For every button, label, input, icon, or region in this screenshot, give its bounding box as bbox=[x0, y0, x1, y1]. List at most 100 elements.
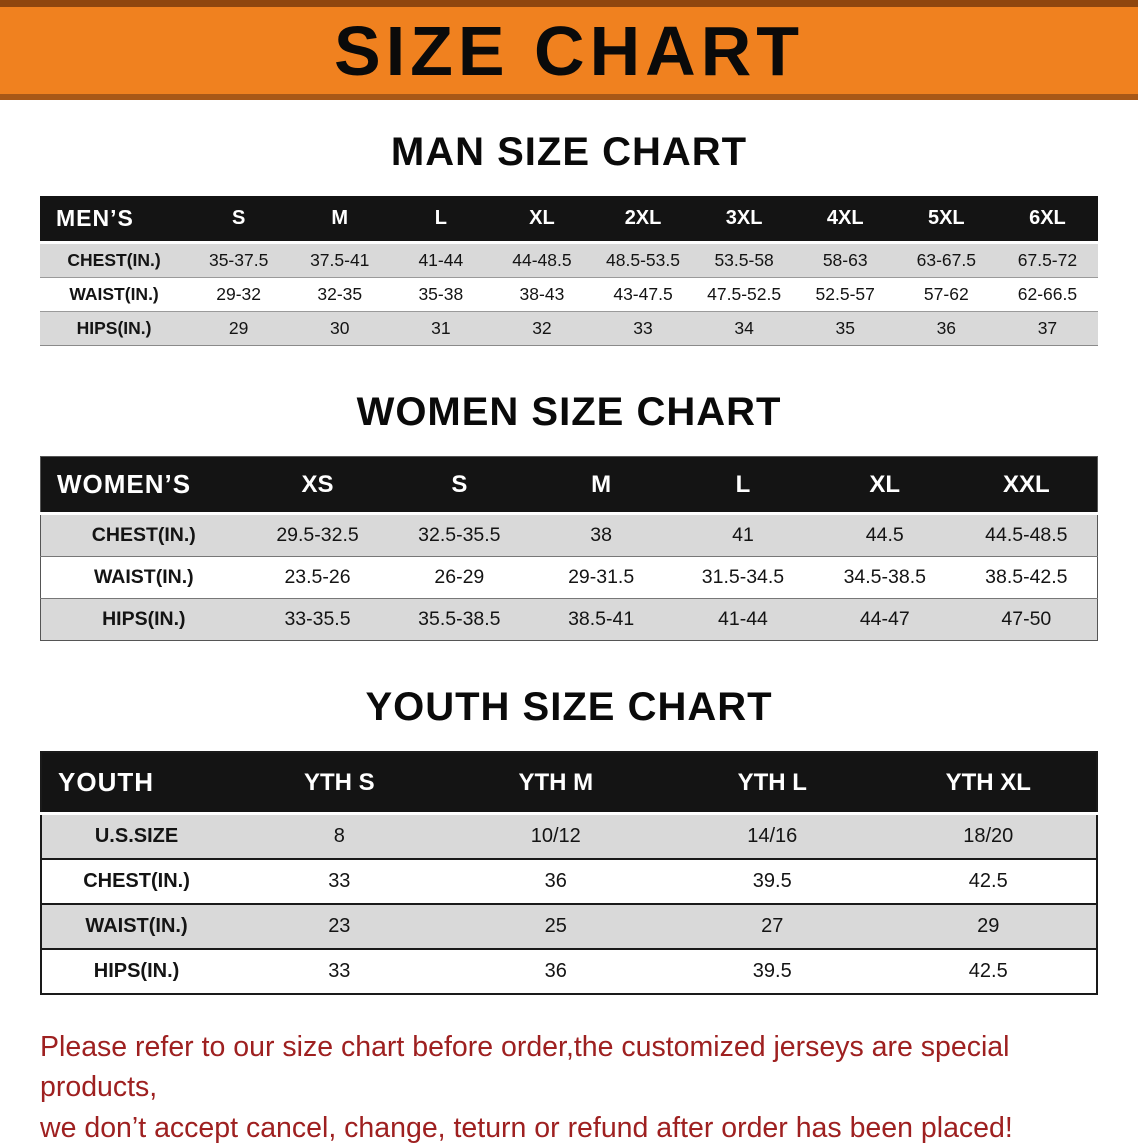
size-value-cell: 41-44 bbox=[718, 608, 768, 630]
measurement-row: CHEST(IN.) 29.5-32.5 32.5-35.5 38 41 44.5 44.5… bbox=[40, 513, 1098, 557]
page-title: SIZE CHART bbox=[334, 11, 804, 90]
youth-size-table: YOUTH YTH S YTH M YTH L YTH XL U.S.SIZE 8 10/12… bbox=[40, 751, 1098, 995]
size-value-cell: 23 bbox=[328, 915, 351, 937]
row-label: WAIST(IN.) bbox=[69, 284, 159, 304]
size-column-header: XXL bbox=[955, 456, 1098, 515]
table-title-cell: YOUTH bbox=[41, 752, 232, 815]
size-column-header: L bbox=[672, 456, 814, 515]
size-value-cell: 41 bbox=[732, 524, 754, 546]
size-value-cell: 29 bbox=[228, 318, 249, 338]
size-value-cell: 41-44 bbox=[418, 250, 464, 270]
measurement-row: CHEST(IN.) 33 36 39.5 42.5 bbox=[41, 859, 1097, 904]
notice-line-2: we don’t accept cancel, change, teturn o… bbox=[40, 1111, 1013, 1144]
size-value-cell: 37.5-41 bbox=[310, 250, 370, 270]
size-value-cell: 44-48.5 bbox=[512, 250, 572, 270]
size-value-cell: 27 bbox=[761, 915, 784, 937]
women-size-table: WOMEN’S XS S M L XL XXL CHEST(IN.) 29.5-32.5 32.5… bbox=[40, 456, 1098, 641]
size-value-cell: 32.5-35.5 bbox=[418, 524, 501, 546]
size-value-cell: 33 bbox=[633, 318, 653, 338]
measurement-row: HIPS(IN.) 29 30 31 32 33 34 35 36 37 bbox=[40, 311, 1098, 346]
size-value-cell: 39.5 bbox=[752, 960, 792, 982]
size-column-header: XL bbox=[491, 196, 593, 244]
women-section: WOMEN SIZE CHART WOMEN’S XS S M L XL XXL CHEST(… bbox=[0, 390, 1138, 641]
measurement-row: HIPS(IN.) 33 36 39.5 42.5 bbox=[41, 949, 1097, 994]
size-value-cell: 34.5-38.5 bbox=[843, 566, 926, 588]
size-value-cell: 30 bbox=[330, 318, 350, 338]
size-value-cell: 33-35.5 bbox=[284, 608, 351, 630]
row-label: CHEST(IN.) bbox=[67, 250, 161, 270]
youth-section-heading: YOUTH SIZE CHART bbox=[365, 685, 773, 729]
row-label: HIPS(IN.) bbox=[93, 960, 180, 982]
size-value-cell: 53.5-58 bbox=[714, 250, 774, 270]
size-value-cell: 43-47.5 bbox=[613, 284, 673, 304]
size-column-header: 4XL bbox=[794, 196, 896, 244]
size-column-header: 2XL bbox=[592, 196, 694, 244]
size-value-cell: 33 bbox=[328, 870, 351, 892]
header-row: MEN’S S M L XL 2XL 3XL 4XL 5XL 6XL bbox=[40, 196, 1098, 244]
size-value-cell: 38 bbox=[590, 524, 612, 546]
size-value-cell: 52.5-57 bbox=[815, 284, 875, 304]
size-value-cell: 57-62 bbox=[923, 284, 969, 304]
size-value-cell: 35-37.5 bbox=[208, 250, 269, 270]
measurement-row: WAIST(IN.) 23.5-26 26-29 29-31.5 31.5-34.5 34… bbox=[40, 556, 1098, 599]
size-value-cell: 44.5 bbox=[865, 524, 904, 546]
size-value-cell: 58-63 bbox=[822, 250, 868, 270]
row-label: WAIST(IN.) bbox=[85, 915, 188, 937]
size-value-cell: 39.5 bbox=[752, 870, 792, 892]
size-value-cell: 44-47 bbox=[859, 608, 910, 630]
row-label: HIPS(IN.) bbox=[102, 608, 186, 630]
size-value-cell: 36 bbox=[936, 318, 957, 338]
size-value-cell: 29-31.5 bbox=[568, 566, 635, 588]
size-value-cell: 32-35 bbox=[317, 284, 363, 304]
size-value-cell: 8 bbox=[333, 825, 345, 847]
size-value-cell: 33 bbox=[328, 960, 351, 982]
men-section: MAN SIZE CHART MEN’S S M L XL 2XL 3XL 4XL 5XL 6XL… bbox=[0, 130, 1138, 346]
row-label: U.S.SIZE bbox=[94, 825, 179, 847]
size-value-cell: 31 bbox=[431, 318, 451, 338]
size-value-cell: 35.5-38.5 bbox=[418, 608, 501, 630]
size-column-header: XL bbox=[813, 456, 956, 515]
size-value-cell: 42.5 bbox=[968, 870, 1008, 892]
size-column-header: S bbox=[188, 196, 290, 244]
size-value-cell: 34 bbox=[734, 318, 754, 338]
women-section-heading: WOMEN SIZE CHART bbox=[356, 390, 782, 434]
row-label: WAIST(IN.) bbox=[93, 566, 194, 588]
header-row: WOMEN’S XS S M L XL XXL bbox=[40, 456, 1098, 515]
order-notice: Please refer to our size chart before or… bbox=[40, 1027, 1098, 1148]
size-value-cell: 42.5 bbox=[968, 960, 1008, 982]
men-section-heading: MAN SIZE CHART bbox=[390, 130, 748, 174]
size-value-cell: 14/16 bbox=[747, 825, 798, 847]
size-column-header: 6XL bbox=[996, 196, 1098, 244]
size-value-cell: 38.5-41 bbox=[568, 608, 635, 630]
size-value-cell: 36 bbox=[544, 870, 567, 892]
size-column-header: YTH XL bbox=[880, 752, 1097, 815]
size-value-cell: 47-50 bbox=[1001, 608, 1052, 630]
size-value-cell: 63-67.5 bbox=[916, 250, 976, 270]
size-value-cell: 29 bbox=[977, 915, 1000, 937]
size-value-cell: 18/20 bbox=[963, 825, 1014, 847]
size-value-cell: 25 bbox=[544, 915, 567, 937]
size-column-header: YTH S bbox=[231, 752, 448, 815]
header-row: YOUTH YTH S YTH M YTH L YTH XL bbox=[41, 752, 1097, 815]
banner: SIZE CHART bbox=[0, 0, 1138, 100]
size-column-header: M bbox=[530, 456, 673, 515]
size-value-cell: 29-32 bbox=[216, 284, 262, 304]
youth-section: YOUTH SIZE CHART YOUTH YTH S YTH M YTH L YTH… bbox=[0, 685, 1138, 995]
size-value-cell: 31.5-34.5 bbox=[701, 566, 785, 588]
row-label: CHEST(IN.) bbox=[83, 870, 190, 892]
men-size-table: MEN’S S M L XL 2XL 3XL 4XL 5XL 6XL CHEST(IN.) 35-37… bbox=[40, 196, 1098, 346]
size-column-header: 3XL bbox=[693, 196, 795, 244]
measurement-row: CHEST(IN.) 35-37.5 37.5-41 41-44 44-48.5 48.5… bbox=[40, 242, 1098, 278]
size-column-header: XS bbox=[246, 456, 389, 515]
measurement-row: U.S.SIZE 8 10/12 14/16 18/20 bbox=[41, 813, 1097, 859]
notice-line-1: Please refer to our size chart before or… bbox=[40, 1031, 1010, 1104]
size-value-cell: 47.5-52.5 bbox=[707, 284, 782, 304]
size-value-cell: 26-29 bbox=[434, 566, 485, 588]
size-value-cell: 67.5-72 bbox=[1017, 250, 1078, 270]
row-label: HIPS(IN.) bbox=[76, 318, 152, 338]
size-value-cell: 29.5-32.5 bbox=[276, 524, 359, 546]
measurement-row: HIPS(IN.) 33-35.5 35.5-38.5 38.5-41 41-44 44-… bbox=[40, 598, 1098, 641]
size-value-cell: 62-66.5 bbox=[1017, 284, 1078, 304]
size-value-cell: 38.5-42.5 bbox=[985, 566, 1068, 588]
size-column-header: YTH M bbox=[447, 752, 665, 815]
